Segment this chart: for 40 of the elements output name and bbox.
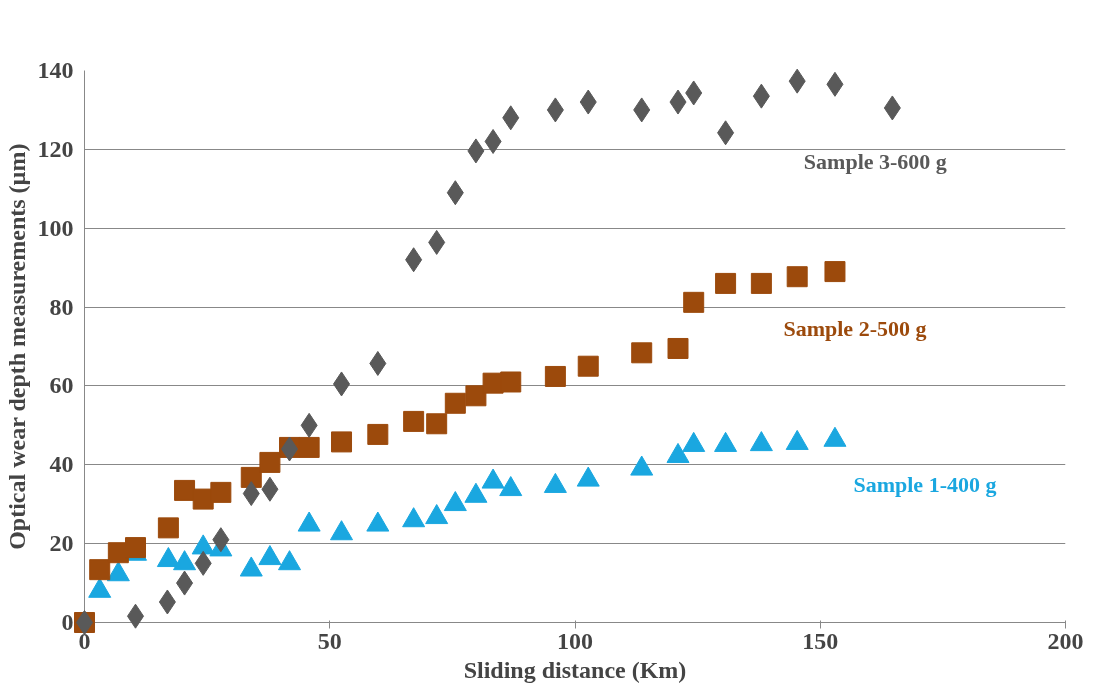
y-tick-label: 120	[37, 135, 74, 162]
point	[824, 261, 846, 283]
y-tick-label: 140	[37, 57, 74, 83]
point	[89, 559, 111, 581]
y-tick-label: 20	[49, 530, 74, 557]
point	[426, 413, 448, 435]
point	[444, 392, 466, 414]
point	[577, 355, 599, 377]
point	[174, 479, 196, 501]
x-tick-label: 0	[78, 627, 91, 654]
y-tick-label: 80	[49, 293, 74, 320]
point	[331, 431, 353, 453]
series-label: Sample 2-500 g	[783, 316, 927, 342]
y-tick-label: 100	[37, 214, 74, 241]
x-axis-title: Sliding distance (Km)	[463, 656, 687, 683]
y-axis-title: Optical wear depth measurements (µm)	[3, 143, 30, 550]
point	[298, 436, 320, 458]
point	[544, 365, 566, 387]
y-tick-label: 40	[49, 451, 74, 478]
point	[465, 385, 487, 407]
point	[157, 517, 179, 539]
y-tick-label: 60	[49, 372, 74, 399]
x-tick-label: 50	[317, 627, 342, 654]
point	[367, 423, 389, 445]
x-tick-label: 200	[1047, 627, 1084, 654]
y-tick-label: 0	[61, 609, 74, 635]
point	[750, 272, 772, 294]
point	[403, 410, 425, 432]
x-tick-label: 150	[802, 627, 839, 654]
point	[683, 291, 705, 313]
x-tick-label: 100	[557, 627, 593, 654]
series-label: Sample 1-400 g	[853, 472, 997, 498]
point	[500, 371, 522, 393]
point	[210, 481, 232, 503]
point	[715, 272, 737, 294]
point	[786, 266, 808, 288]
point	[667, 337, 689, 359]
point	[631, 342, 653, 364]
text: Sample 3-600 g	[803, 149, 947, 175]
point	[259, 451, 281, 473]
